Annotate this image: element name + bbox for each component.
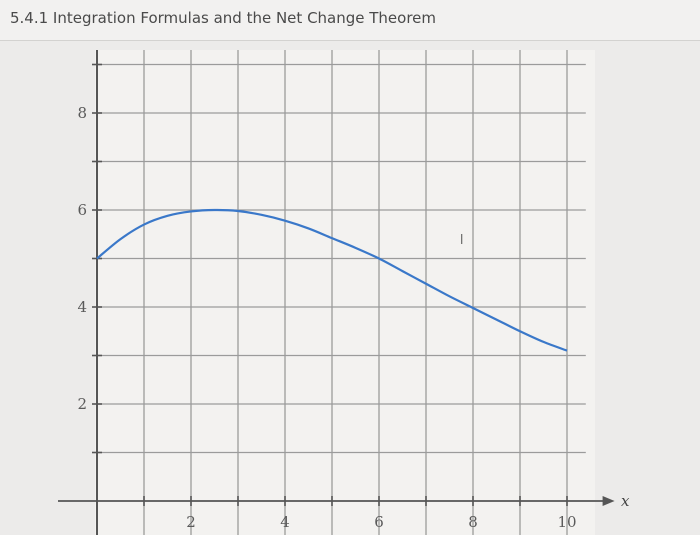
header-divider — [0, 40, 700, 41]
grid — [97, 50, 586, 535]
graph-paper — [95, 50, 595, 535]
series-line — [96, 208, 568, 352]
x-tick-label: 2 — [186, 513, 196, 531]
x-axis-label: x — [621, 492, 630, 510]
y-tick-label: 8 — [77, 104, 87, 122]
series — [96, 208, 568, 352]
x-tick-label: 4 — [280, 513, 290, 531]
x-axis-arrowhead — [602, 496, 615, 506]
x-tick-label: 6 — [374, 513, 384, 531]
y-tick-label: 6 — [77, 201, 87, 219]
x-tick-label: 8 — [468, 513, 478, 531]
page-header: 5.4.1 Integration Formulas and the Net C… — [0, 0, 700, 40]
x-tick-label: 10 — [557, 513, 576, 531]
page-title: 5.4.1 Integration Formulas and the Net C… — [10, 9, 437, 27]
ticks — [92, 63, 568, 506]
y-tick-label: 2 — [77, 395, 87, 413]
y-tick-label: 4 — [77, 298, 87, 316]
tick-labels: 2 4 6 8 10 2 4 6 8 — [77, 104, 576, 531]
stray-mark: l — [460, 233, 464, 248]
